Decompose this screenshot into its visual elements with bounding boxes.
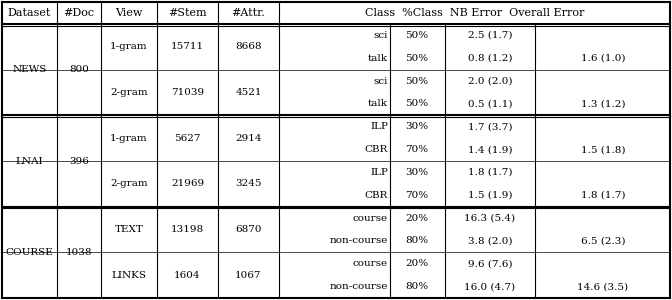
Text: 80%: 80% bbox=[405, 236, 429, 245]
Text: 50%: 50% bbox=[405, 76, 429, 85]
Text: ILP: ILP bbox=[370, 122, 388, 131]
Text: 1.3 (1.2): 1.3 (1.2) bbox=[581, 99, 625, 108]
Text: #Stem: #Stem bbox=[168, 8, 207, 18]
Text: 70%: 70% bbox=[405, 145, 429, 154]
Text: 30%: 30% bbox=[405, 122, 429, 131]
Text: TEXT: TEXT bbox=[114, 225, 143, 234]
Text: 1.8 (1.7): 1.8 (1.7) bbox=[468, 168, 512, 177]
Text: talk: talk bbox=[368, 54, 388, 63]
Text: 13198: 13198 bbox=[171, 225, 204, 234]
Text: CBR: CBR bbox=[365, 145, 388, 154]
Text: 0.8 (1.2): 0.8 (1.2) bbox=[468, 54, 512, 63]
Text: 2-gram: 2-gram bbox=[110, 88, 148, 97]
Text: ILP: ILP bbox=[370, 168, 388, 177]
Text: 1604: 1604 bbox=[174, 271, 201, 280]
Text: 2914: 2914 bbox=[235, 134, 262, 143]
Text: #Doc: #Doc bbox=[63, 8, 95, 18]
Text: 14.6 (3.5): 14.6 (3.5) bbox=[577, 282, 628, 291]
Text: 396: 396 bbox=[69, 157, 89, 166]
Text: LINKS: LINKS bbox=[112, 271, 146, 280]
Text: 21969: 21969 bbox=[171, 179, 204, 188]
Text: 1.8 (1.7): 1.8 (1.7) bbox=[581, 191, 625, 200]
Text: 6.5 (2.3): 6.5 (2.3) bbox=[581, 236, 625, 245]
Text: non-course: non-course bbox=[330, 282, 388, 291]
Text: course: course bbox=[353, 259, 388, 268]
Text: 1.4 (1.9): 1.4 (1.9) bbox=[468, 145, 512, 154]
Text: 9.6 (7.6): 9.6 (7.6) bbox=[468, 259, 512, 268]
Text: 50%: 50% bbox=[405, 54, 429, 63]
Text: 3.8 (2.0): 3.8 (2.0) bbox=[468, 236, 512, 245]
Text: COURSE: COURSE bbox=[5, 248, 53, 257]
Text: 4521: 4521 bbox=[235, 88, 262, 97]
Text: 16.0 (4.7): 16.0 (4.7) bbox=[464, 282, 515, 291]
Text: 1.6 (1.0): 1.6 (1.0) bbox=[581, 54, 625, 63]
Text: NEWS: NEWS bbox=[12, 65, 46, 74]
Text: sci: sci bbox=[374, 76, 388, 85]
Text: 5627: 5627 bbox=[174, 134, 201, 143]
Text: 70%: 70% bbox=[405, 191, 429, 200]
Text: 0.5 (1.1): 0.5 (1.1) bbox=[468, 99, 512, 108]
Text: 2.5 (1.7): 2.5 (1.7) bbox=[468, 31, 512, 40]
Text: 1.5 (1.9): 1.5 (1.9) bbox=[468, 191, 512, 200]
Text: 8668: 8668 bbox=[235, 42, 262, 51]
Text: 15711: 15711 bbox=[171, 42, 204, 51]
Text: 1.5 (1.8): 1.5 (1.8) bbox=[581, 145, 625, 154]
Text: 1-gram: 1-gram bbox=[110, 134, 148, 143]
Text: 1038: 1038 bbox=[66, 248, 92, 257]
Text: CBR: CBR bbox=[365, 191, 388, 200]
Text: View: View bbox=[116, 8, 142, 18]
Text: course: course bbox=[353, 214, 388, 223]
Text: 6870: 6870 bbox=[235, 225, 262, 234]
Text: 80%: 80% bbox=[405, 282, 429, 291]
Text: 16.3 (5.4): 16.3 (5.4) bbox=[464, 214, 515, 223]
Text: 30%: 30% bbox=[405, 168, 429, 177]
Text: 800: 800 bbox=[69, 65, 89, 74]
Text: Class  %Class  NB Error  Overall Error: Class %Class NB Error Overall Error bbox=[365, 8, 584, 18]
Text: sci: sci bbox=[374, 31, 388, 40]
Text: 1-gram: 1-gram bbox=[110, 42, 148, 51]
Text: 71039: 71039 bbox=[171, 88, 204, 97]
Text: 50%: 50% bbox=[405, 31, 429, 40]
Text: 50%: 50% bbox=[405, 99, 429, 108]
Text: 2-gram: 2-gram bbox=[110, 179, 148, 188]
Text: 3245: 3245 bbox=[235, 179, 262, 188]
Text: #Attr.: #Attr. bbox=[232, 8, 265, 18]
Text: 20%: 20% bbox=[405, 259, 429, 268]
Text: non-course: non-course bbox=[330, 236, 388, 245]
Text: 20%: 20% bbox=[405, 214, 429, 223]
Text: 2.0 (2.0): 2.0 (2.0) bbox=[468, 76, 512, 85]
Text: LNAI: LNAI bbox=[15, 157, 43, 166]
Text: talk: talk bbox=[368, 99, 388, 108]
Text: Dataset: Dataset bbox=[8, 8, 51, 18]
Text: 1.7 (3.7): 1.7 (3.7) bbox=[468, 122, 512, 131]
Text: 1067: 1067 bbox=[235, 271, 262, 280]
